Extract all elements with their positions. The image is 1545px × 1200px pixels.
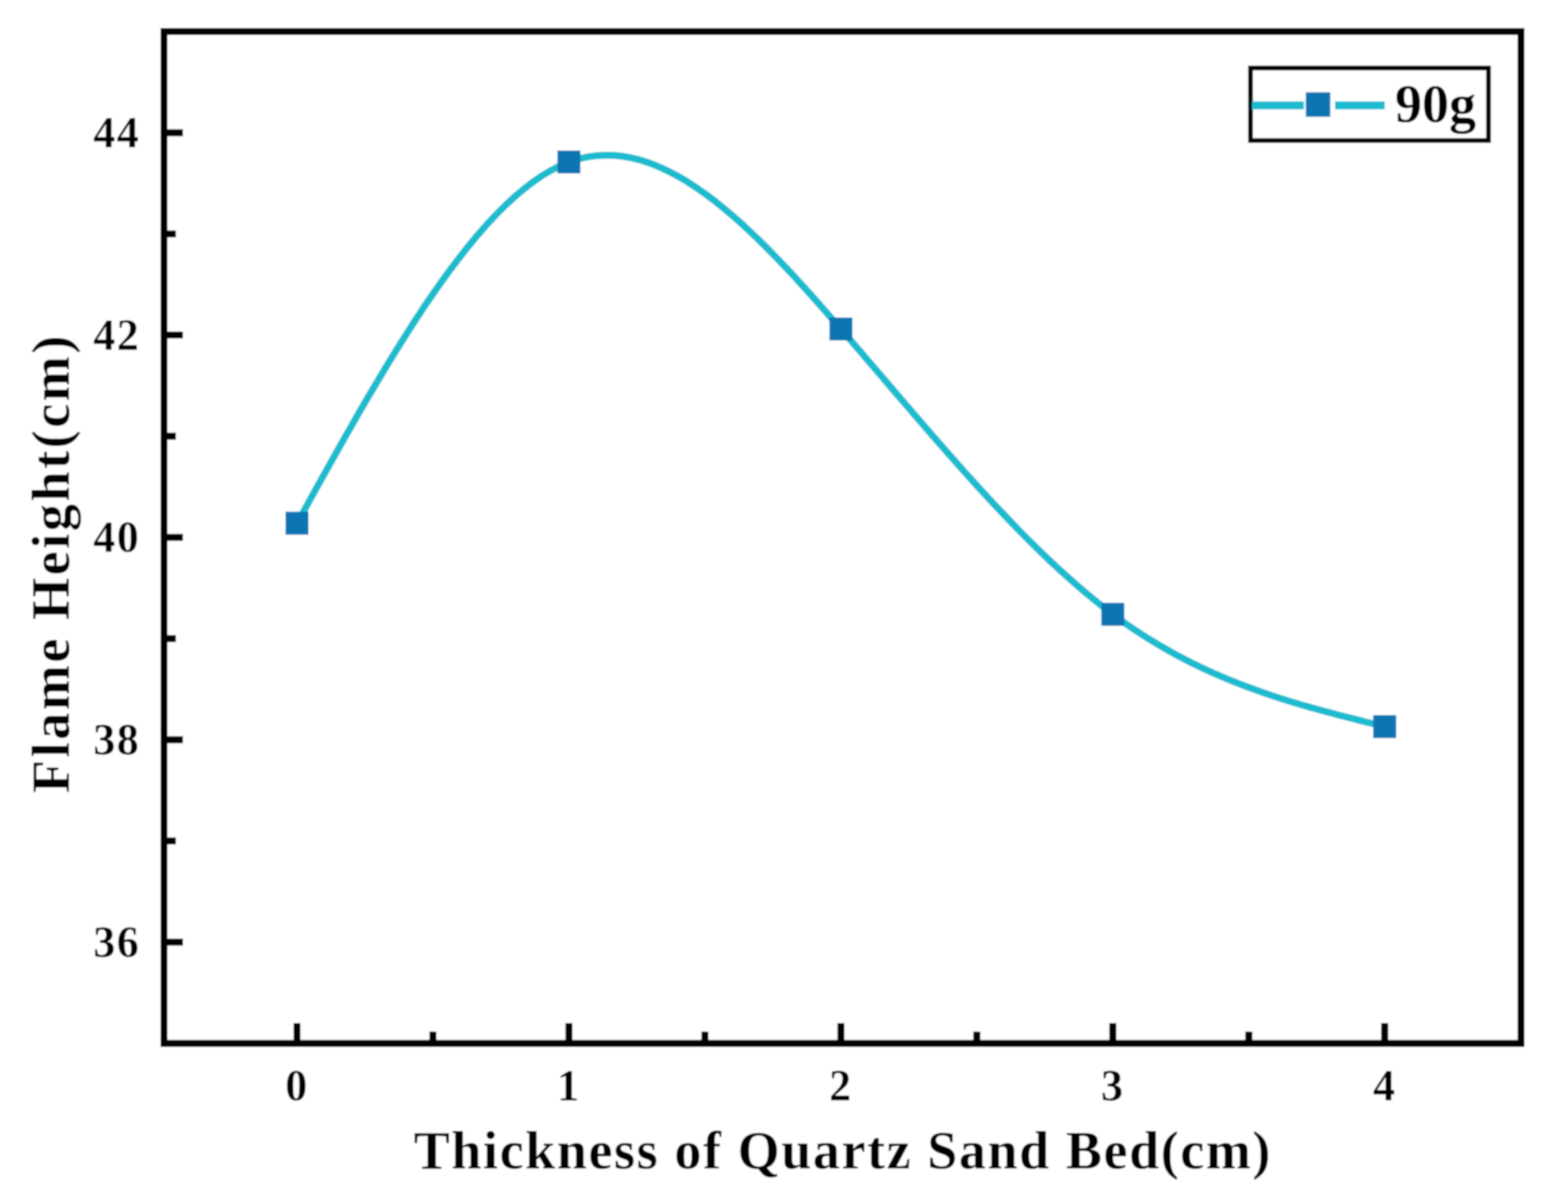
svg-text:38: 38 — [93, 715, 140, 764]
svg-text:3: 3 — [1101, 1061, 1125, 1110]
svg-text:4: 4 — [1373, 1061, 1397, 1110]
svg-text:42: 42 — [93, 310, 140, 359]
svg-text:36: 36 — [93, 917, 140, 966]
svg-text:0: 0 — [285, 1061, 309, 1110]
svg-text:44: 44 — [93, 108, 140, 157]
svg-text:Thickness of Quartz Sand Bed(c: Thickness of Quartz Sand Bed(cm) — [414, 1121, 1272, 1181]
svg-text:2: 2 — [829, 1061, 853, 1110]
svg-text:40: 40 — [93, 513, 140, 562]
svg-text:Flame Height(cm): Flame Height(cm) — [21, 333, 81, 793]
svg-text:90g: 90g — [1395, 74, 1476, 134]
svg-text:1: 1 — [557, 1061, 581, 1110]
